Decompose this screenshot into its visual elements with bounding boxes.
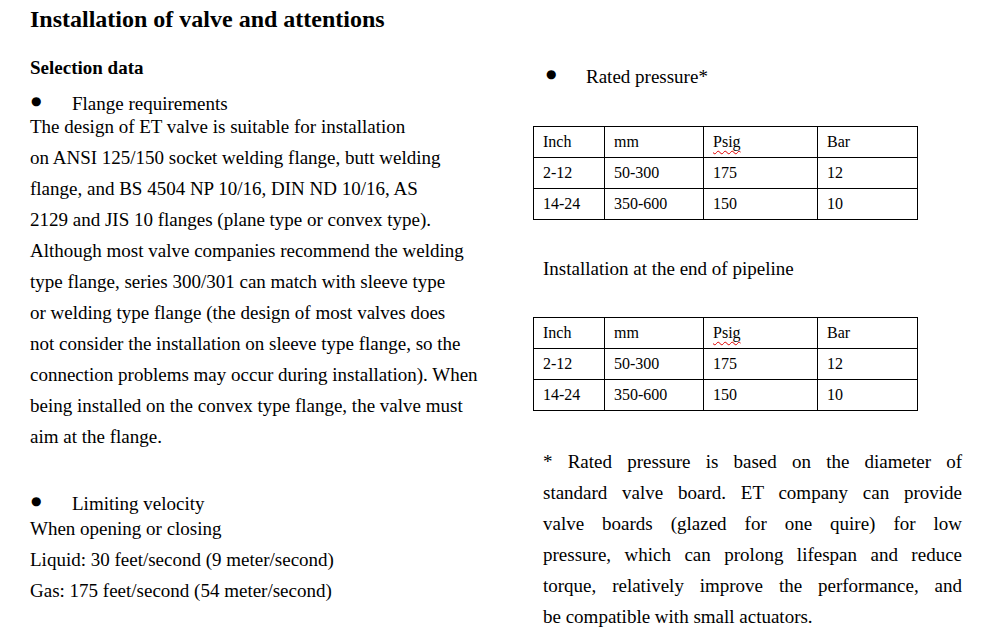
- page-title: Installation of valve and attentions: [30, 4, 385, 34]
- heading-installation-end-of-pipeline: Installation at the end of pipeline: [543, 256, 794, 282]
- table-cell: 50-300: [605, 349, 704, 380]
- section-heading-selection-data: Selection data: [30, 56, 143, 80]
- footnote-line: pressure, which can prolong lifespan and…: [543, 539, 962, 570]
- header-text-misspelled: Psig: [713, 324, 741, 341]
- rated-pressure-table: Inch mm Psig Bar 2-12 50-300 175 12 14-2…: [533, 126, 918, 220]
- footnote-line: be compatible with small actuators.: [543, 601, 962, 632]
- table-row: 14-24 350-600 150 10: [534, 189, 918, 220]
- footnote-line: * Rated pressure is based on the diamete…: [543, 446, 962, 477]
- header-text: mm: [614, 133, 639, 150]
- bullet-icon: ●: [546, 68, 558, 80]
- footnote-line: torque, relatively improve the performan…: [543, 570, 962, 601]
- table-cell: 14-24: [534, 189, 605, 220]
- table-cell: 150: [704, 380, 818, 411]
- footnote-rated-pressure: * Rated pressure is based on the diamete…: [543, 446, 962, 632]
- table-cell: 350-600: [605, 380, 704, 411]
- table-cell: 14-24: [534, 380, 605, 411]
- table-cell: 2-12: [534, 158, 605, 189]
- table-row: 2-12 50-300 175 12: [534, 158, 918, 189]
- table-cell: 2-12: [534, 349, 605, 380]
- pipeline-end-table: Inch mm Psig Bar 2-12 50-300 175 12 14-2…: [533, 317, 918, 411]
- table-header-bar: Bar: [818, 318, 918, 349]
- paragraph-flange-requirements: The design of ET valve is suitable for i…: [30, 111, 570, 452]
- table-cell: 175: [704, 349, 818, 380]
- paragraph-limiting-velocity: When opening or closing Liquid: 30 feet/…: [30, 513, 570, 606]
- table-header-row: Inch mm Psig Bar: [534, 318, 918, 349]
- table-cell: 12: [818, 349, 918, 380]
- table-header-mm: mm: [605, 127, 704, 158]
- table-row: 2-12 50-300 175 12: [534, 349, 918, 380]
- header-text: Inch: [543, 324, 571, 341]
- footnote-line: standard valve board. ET company can pro…: [543, 477, 962, 508]
- table-cell: 10: [818, 380, 918, 411]
- header-text: Inch: [543, 133, 571, 150]
- table-cell: 150: [704, 189, 818, 220]
- bullet-icon: ●: [31, 495, 43, 507]
- header-text: mm: [614, 324, 639, 341]
- table-header-psig: Psig: [704, 318, 818, 349]
- table-cell: 10: [818, 189, 918, 220]
- table-header-inch: Inch: [534, 318, 605, 349]
- table-header-psig: Psig: [704, 127, 818, 158]
- table-row: 14-24 350-600 150 10: [534, 380, 918, 411]
- table-header-mm: mm: [605, 318, 704, 349]
- table-cell: 350-600: [605, 189, 704, 220]
- footnote-line: valve boards (glazed for one quire) for …: [543, 508, 962, 539]
- table-cell: 175: [704, 158, 818, 189]
- table-cell: 12: [818, 158, 918, 189]
- table-header-inch: Inch: [534, 127, 605, 158]
- header-text: Bar: [827, 133, 850, 150]
- bullet-icon: ●: [31, 95, 43, 107]
- document-page: Installation of valve and attentions Sel…: [0, 0, 992, 634]
- header-text-misspelled: Psig: [713, 133, 741, 150]
- table-header-row: Inch mm Psig Bar: [534, 127, 918, 158]
- header-text: Bar: [827, 324, 850, 341]
- bullet-label-rated-pressure: Rated pressure*: [586, 61, 708, 92]
- table-cell: 50-300: [605, 158, 704, 189]
- table-header-bar: Bar: [818, 127, 918, 158]
